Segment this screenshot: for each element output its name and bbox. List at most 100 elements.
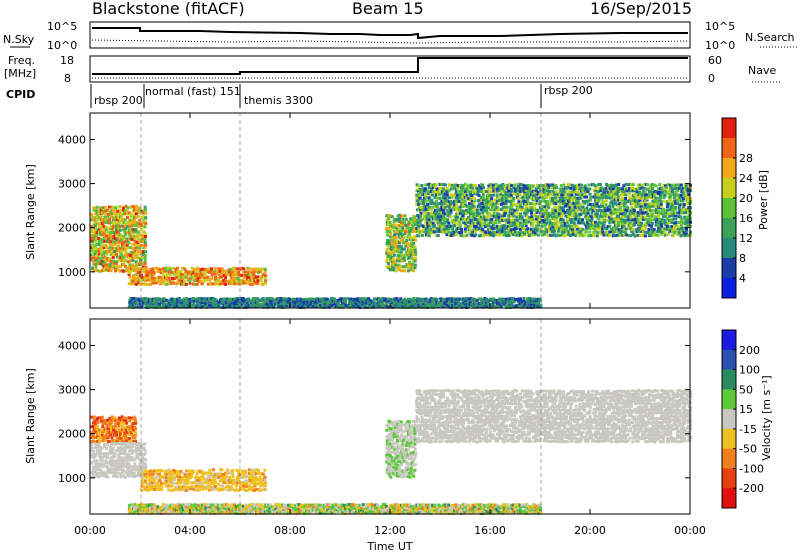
power-echo-cell (506, 224, 510, 228)
power-echo-cell (394, 239, 398, 243)
power-echo-cell (458, 302, 462, 306)
power-echo-cell (424, 187, 428, 191)
power-echo-cell (502, 227, 506, 231)
power-echo-cell (513, 211, 517, 215)
power-echo-cell (464, 203, 468, 207)
power-echo-cell (420, 297, 424, 301)
power-echo-cell (651, 190, 655, 194)
power-echo-cell (413, 222, 417, 226)
power-echo-cell (483, 225, 487, 229)
power-echo-cell (389, 231, 393, 235)
power-echo-cell (431, 221, 435, 225)
power-echo-cell (122, 234, 126, 238)
power-echo-cell (165, 302, 169, 306)
power-echo-cell (174, 297, 177, 301)
power-echo-cell (156, 299, 160, 303)
power-echo-cell (352, 301, 356, 304)
power-echo-cell (145, 267, 149, 271)
power-echo-cell (650, 222, 654, 225)
velocity-echo-cell (115, 440, 119, 444)
power-echo-cell (572, 184, 576, 188)
power-echo-cell (534, 187, 538, 191)
power-echo-cell (252, 273, 256, 277)
power-echo-cell (221, 305, 225, 309)
power-echo-cell (413, 266, 417, 270)
power-echo-cell (497, 186, 501, 190)
power-echo-cell (122, 208, 126, 212)
power-echo-cell (149, 270, 153, 274)
velocity-echo-cell (124, 428, 128, 432)
power-echo-cell (222, 279, 226, 282)
power-echo-cell (540, 186, 544, 190)
power-echo-cell (231, 273, 235, 277)
power-echo-cell (610, 196, 614, 200)
power-echo-cell (256, 267, 260, 271)
velocity-echo-cell (130, 442, 134, 446)
power-echo-cell (127, 222, 131, 226)
power-echo-cell (201, 273, 205, 277)
power-echo-cell (270, 297, 274, 301)
power-echo-cell (153, 276, 156, 280)
power-echo-cell (483, 218, 487, 222)
power-echo-cell (479, 218, 483, 222)
power-echo-cell (408, 297, 412, 301)
velocity-echo-cell (132, 474, 136, 478)
power-echo-cell (520, 230, 524, 234)
power-echo-cell (430, 227, 434, 231)
velocity-echo-cell (131, 436, 135, 440)
power-echo-cell (464, 224, 467, 227)
power-echo-cell (113, 250, 117, 253)
power-echo-cell (553, 186, 557, 190)
power-echo-cell (606, 231, 610, 234)
power-echo-cell (452, 183, 456, 187)
power-echo-cell (568, 206, 572, 210)
power-echo-cell (679, 208, 683, 212)
power-echo-cell (607, 186, 610, 190)
power-echo-cell (460, 212, 464, 216)
power-echo-cell (514, 221, 518, 225)
power-echo-cell (405, 250, 409, 254)
velocity-echo-cell (126, 467, 130, 471)
power-echo-cell (649, 231, 653, 235)
power-echo-cell (611, 234, 615, 238)
power-echo-cell (578, 183, 582, 187)
power-echo-cell (508, 302, 512, 306)
power-echo-cell (463, 218, 467, 221)
power-echo-cell (371, 302, 374, 306)
velocity-echo-cell (108, 416, 112, 420)
power-echo-cell (410, 221, 414, 225)
power-echo-cell (595, 198, 599, 202)
power-echo-cell (537, 223, 541, 227)
power-echo-cell (118, 233, 122, 237)
power-echo-cell (415, 193, 419, 197)
power-echo-cell (560, 230, 564, 234)
power-echo-cell (520, 305, 524, 309)
power-echo-cell (638, 202, 642, 206)
power-echo-cell (685, 196, 689, 199)
power-echo-cell (544, 192, 548, 196)
velocity-echo-cell (106, 465, 109, 469)
power-echo-cell (255, 270, 259, 273)
power-echo-cell (286, 299, 290, 303)
power-echo-cell (109, 205, 113, 209)
power-echo-cell (529, 221, 533, 225)
power-echo-cell (149, 276, 153, 280)
power-echo-cell (90, 218, 94, 222)
power-echo-cell (486, 203, 490, 207)
power-echo-cell (174, 270, 178, 273)
velocity-echo-cell (94, 422, 97, 426)
power-echo-cell (390, 305, 394, 309)
power-echo-cell (584, 230, 588, 234)
power-echo-cell (251, 271, 255, 275)
velocity-echo-cell (128, 469, 132, 472)
power-echo-cell (256, 302, 260, 306)
power-echo-cell (247, 278, 251, 282)
power-echo-cell (154, 266, 158, 270)
power-echo-cell (266, 302, 270, 306)
power-echo-cell (165, 304, 169, 308)
power-echo-cell (213, 272, 217, 276)
velocity-echo-cell (100, 472, 104, 475)
power-echo-cell (195, 304, 199, 308)
power-echo-cell (583, 184, 587, 188)
power-echo-cell (430, 198, 434, 202)
